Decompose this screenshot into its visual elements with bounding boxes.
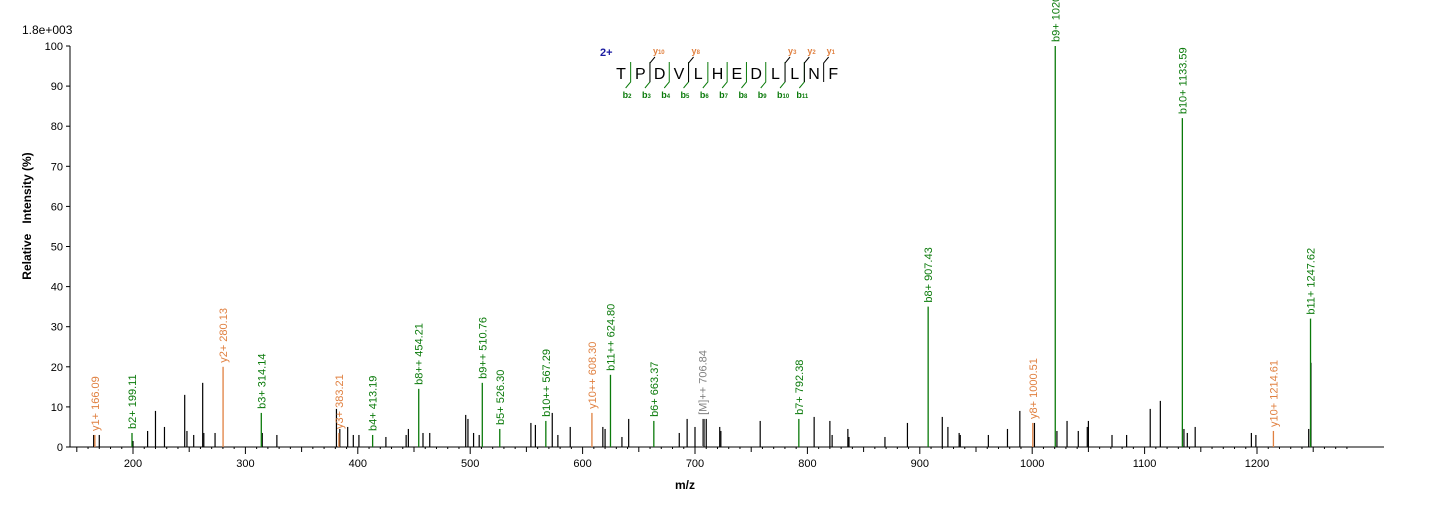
x-tick-label: 500	[461, 458, 479, 470]
peak-label: b7+ 792.38	[794, 360, 806, 415]
sequence-residue: L	[771, 66, 780, 83]
b-ion-bracket	[798, 62, 805, 89]
peak-label: y8+ 1000.51	[1028, 358, 1040, 419]
peak-label: y10++ 608.30	[587, 342, 599, 409]
sequence-residue: L	[694, 66, 703, 83]
b-ion-bracket	[644, 62, 651, 89]
x-tick-label: 600	[573, 458, 591, 470]
x-tick-label: 1100	[1133, 458, 1157, 470]
x-ticks: 200 300 400 500 600 700 800 900 1000 1100 1200	[76, 447, 1348, 470]
b-ion-bracket	[683, 62, 690, 89]
y-tick-label: 100	[45, 41, 63, 53]
y-tick-label: 40	[51, 282, 63, 294]
scale-label: 1.8e+003	[22, 23, 73, 37]
annotated-peaks: y1+ 166.09 b2+ 199.11 y2+ 280.13 b3+ 314.14…	[90, 0, 1318, 447]
sequence-residue: D	[750, 66, 762, 83]
peak-label: b5+ 526.30	[495, 370, 507, 425]
y-ion-tag: y3	[788, 46, 797, 56]
peak-label: y1+ 166.09	[90, 376, 102, 431]
y-ion-bracket	[649, 56, 656, 82]
peak-label: b2+ 199.11	[127, 374, 139, 429]
x-tick-label: 800	[798, 458, 816, 470]
y-tick-label: 10	[51, 402, 63, 414]
y-ion-tag: y2	[807, 46, 816, 56]
charge-state: 2+	[600, 47, 613, 59]
b-ion-tag: b9	[758, 90, 768, 100]
y-tick-label: 30	[51, 322, 63, 334]
b-ion-bracket	[663, 62, 670, 89]
x-tick-label: 200	[124, 458, 142, 470]
peak-label: b8++ 454.21	[414, 323, 426, 385]
x-tick-label: 400	[349, 458, 367, 470]
y-ion-bracket	[784, 56, 791, 82]
y-ticks: 0 10 20 30 40 50 60 70 80 90 100	[45, 41, 70, 454]
x-tick-label: 1200	[1245, 458, 1269, 470]
sequence-residue: H	[712, 66, 724, 83]
b-ion-tag: b6	[700, 90, 710, 100]
b-ion-tag: b3	[642, 90, 652, 100]
x-axis-title: m/z	[675, 478, 695, 492]
peak-label: b10++ 567.29	[541, 349, 553, 417]
y-tick-label: 60	[51, 201, 63, 213]
b-ion-tag: b2	[623, 90, 633, 100]
peak-label: b3+ 314.14	[256, 354, 268, 409]
y-axis-title: Relative Intensity (%)	[20, 152, 34, 279]
b-ion-bracket	[721, 62, 728, 89]
sequence-residue: P	[635, 66, 646, 83]
b-ion-bracket	[741, 62, 747, 89]
peak-label: y10+ 1214.61	[1268, 360, 1280, 427]
peak-label: y2+ 280.13	[218, 308, 230, 363]
y-tick-label: 20	[51, 362, 63, 374]
sequence-residue: V	[674, 66, 685, 83]
b-ion-tag: b7	[719, 90, 729, 100]
sequence-residue: E	[731, 66, 742, 83]
y-tick-label: 80	[51, 121, 63, 133]
y-ion-tag: y10	[653, 46, 665, 56]
peak-label: b10+ 1133.59	[1177, 47, 1189, 114]
peak-label: b4+ 413.19	[368, 376, 380, 431]
y-tick-label: 90	[51, 81, 63, 93]
peak-label: b6+ 663.37	[649, 362, 661, 417]
b-ion-tag: b10	[777, 90, 790, 100]
peak-label: [M]++ 706.84	[698, 350, 710, 415]
sequence-residue: N	[808, 66, 820, 83]
peak-label: b11+ 1247.62	[1306, 248, 1318, 315]
sequence-residue: L	[790, 66, 799, 83]
x-tick-label: 900	[911, 458, 929, 470]
y-tick-label: 50	[51, 242, 63, 254]
x-tick-label: 700	[686, 458, 704, 470]
y-tick-label: 0	[57, 442, 63, 454]
peak-label: y3+ 383.21	[334, 374, 346, 429]
unassigned-peaks	[93, 362, 1312, 447]
y-tick-label: 70	[51, 161, 63, 173]
y-ion-tag: y1	[827, 46, 836, 56]
b-ion-tag: b5	[681, 90, 691, 100]
y-ion-bracket	[803, 56, 810, 82]
b-ion-tag: b11	[796, 90, 809, 100]
b-ion-bracket	[779, 62, 786, 89]
sequence-residue: F	[828, 66, 838, 83]
b-ion-bracket	[625, 62, 632, 89]
b-ion-tag: b4	[661, 90, 671, 100]
peak-label: b9++ 510.76	[477, 317, 489, 379]
sequence-residue: D	[654, 66, 666, 83]
b-ion-bracket	[760, 62, 767, 89]
x-tick-label: 1000	[1020, 458, 1044, 470]
b-ion-bracket	[702, 62, 709, 89]
peak-label: b9+ 1020.51	[1050, 0, 1062, 42]
peak-label: b8+ 907.43	[923, 247, 935, 302]
peak-label: b11++ 624.80	[605, 304, 617, 371]
y-ion-bracket	[823, 56, 830, 82]
y-ion-bracket	[688, 56, 694, 82]
sequence-residue: T	[616, 66, 626, 83]
y-ion-tag: y8	[692, 46, 701, 56]
b-ion-tag: b8	[738, 90, 748, 100]
x-tick-label: 300	[236, 458, 254, 470]
